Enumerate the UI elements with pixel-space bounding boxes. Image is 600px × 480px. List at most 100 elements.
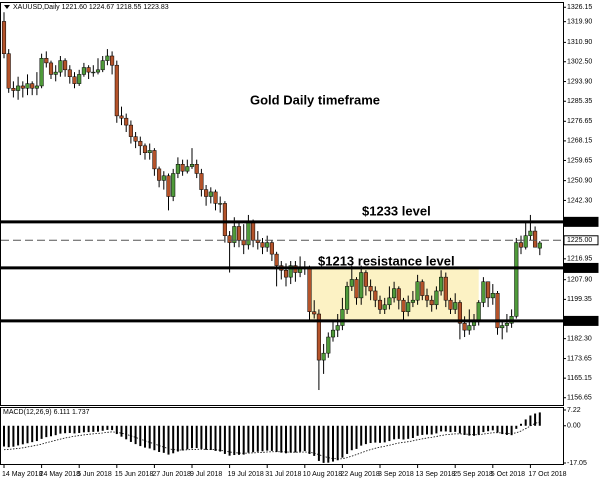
y-tick-label: 1302.50: [567, 59, 592, 66]
macd-bar: [421, 425, 424, 435]
x-tick-label: 5 Oct 2018: [491, 471, 525, 478]
macd-bar: [496, 425, 499, 433]
candle-body: [424, 295, 430, 301]
macd-bar: [534, 413, 537, 426]
macd-bar: [308, 425, 311, 454]
candle-body: [39, 58, 44, 87]
macd-bar: [256, 425, 259, 452]
level-label: 1233.00: [567, 219, 592, 226]
macd-bar: [7, 425, 10, 448]
x-tick-label: 15 Jun 2018: [115, 471, 154, 478]
candle-body: [53, 71, 58, 75]
x-tick-label: 31 Jul 2018: [265, 471, 301, 478]
candle-body: [77, 74, 82, 84]
candle-body: [316, 313, 321, 361]
candle-body: [105, 55, 110, 61]
macd-bar: [515, 425, 518, 429]
macd-bar: [101, 425, 104, 431]
macd-bar: [40, 425, 43, 439]
macd-bar: [388, 425, 391, 442]
y-tick-label: 1319.90: [567, 19, 592, 26]
macd-bar: [148, 425, 151, 449]
macd-bar: [68, 425, 71, 433]
candle-body: [368, 286, 373, 292]
macd-bar: [82, 425, 85, 433]
candle-body: [161, 175, 166, 181]
macd-bar: [487, 425, 490, 432]
y-tick-label: 1173.65: [567, 355, 592, 362]
macd-bar: [289, 425, 292, 453]
macd-bar: [393, 425, 396, 440]
candle-body: [48, 62, 54, 75]
macd-bar: [520, 423, 522, 426]
macd-bar: [397, 425, 400, 439]
macd-bar: [186, 425, 189, 450]
candle-body: [213, 191, 218, 204]
macd-bar: [134, 425, 137, 445]
candle-body: [171, 173, 176, 197]
candle-body: [147, 150, 152, 153]
y-tick-label: 1182.30: [567, 335, 592, 342]
candle-body: [420, 281, 425, 296]
macd-bar: [332, 425, 334, 462]
macd-bar: [12, 425, 15, 447]
candle-body: [6, 53, 11, 89]
macd-bar: [346, 425, 349, 454]
macd-bar: [176, 425, 179, 452]
candle-body: [251, 221, 256, 241]
candle-body: [265, 242, 270, 248]
candle-body: [533, 230, 538, 248]
x-tick-label: 13 Sep 2018: [416, 471, 456, 478]
macd-bar: [538, 412, 541, 426]
candle-body: [382, 304, 387, 310]
candle-body: [44, 58, 49, 64]
candle-body: [429, 299, 434, 306]
macd-bar: [50, 425, 52, 437]
candle-body: [495, 293, 500, 329]
macd-bar: [200, 425, 203, 449]
candle-body: [274, 253, 279, 266]
macd-bar: [280, 425, 283, 453]
x-tick-label: 27 Jun 2018: [152, 471, 191, 478]
y-tick-label: 0.00: [567, 423, 581, 430]
candle-body: [63, 60, 68, 71]
candle-body: [91, 71, 96, 74]
candle-body: [514, 242, 519, 317]
annotation: $1213 resistance level: [318, 253, 455, 268]
y-tick-label: -17.05: [567, 460, 587, 467]
macd-bar: [228, 425, 231, 456]
macd-bar: [144, 425, 146, 448]
candle-body: [486, 281, 491, 299]
macd-bar: [54, 425, 57, 436]
macd-bar: [327, 425, 330, 463]
level-label-box: [563, 315, 599, 326]
candle-body: [345, 286, 350, 310]
candle-body: [232, 226, 237, 243]
macd-bar: [275, 425, 278, 452]
candle-body: [194, 164, 199, 174]
macd-bar: [350, 425, 353, 451]
level-label-box: [563, 262, 599, 273]
macd-bar: [379, 425, 381, 443]
macd-bar: [266, 425, 269, 451]
macd-bar: [501, 425, 504, 435]
macd-bar: [87, 425, 90, 433]
macd-bar: [158, 425, 161, 452]
macd-bar: [294, 425, 297, 453]
chart-title: XAUUSD,Daily 1221.60 1224.67 1218.55 122…: [13, 4, 169, 11]
candle-body: [335, 325, 340, 331]
y-tick-label: 7.22: [567, 407, 581, 414]
candle-body: [476, 302, 481, 322]
x-tick-label: 22 Aug 2018: [340, 471, 379, 478]
candle-body: [208, 191, 213, 197]
candle-body: [340, 309, 345, 326]
x-tick-label: 24 May 2018: [40, 471, 81, 478]
macd-bar: [233, 425, 236, 456]
candle-body: [199, 173, 204, 190]
macd-bar: [195, 425, 198, 449]
macd-bar: [172, 425, 175, 454]
candle-body: [185, 166, 190, 172]
candle-body: [227, 235, 232, 243]
candle-body: [11, 87, 16, 91]
x-tick-label: 17 Oct 2018: [528, 471, 566, 478]
